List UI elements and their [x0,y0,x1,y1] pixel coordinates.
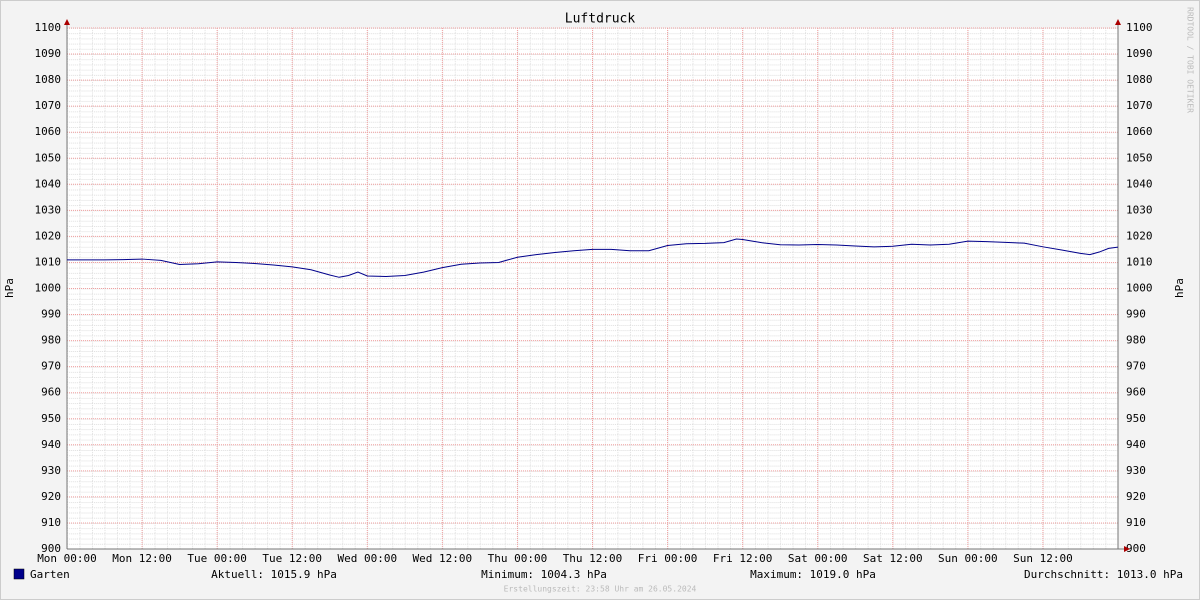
x-tick-label: Mon 00:00 [37,552,97,565]
y-tick-label: 1080 [35,73,62,86]
y2-tick-label: 1020 [1126,229,1153,242]
x-tick-label: Tue 12:00 [262,552,322,565]
y-tick-label: 1050 [35,151,62,164]
y2-tick-label: 1080 [1126,73,1153,86]
x-tick-label: Fri 12:00 [713,552,773,565]
y-tick-label: 960 [41,386,61,399]
y2-tick-label: 950 [1126,412,1146,425]
y2-tick-label: 920 [1126,490,1146,503]
y-axis-label: hPa [3,278,16,298]
watermark: RRDTOOL / TOBI OETIKER [1186,7,1195,113]
y-tick-label: 980 [41,334,61,347]
y-tick-label: 1020 [35,229,62,242]
y2-tick-label: 1040 [1126,177,1153,190]
legend-label: Garten [30,568,70,581]
x-tick-label: Tue 00:00 [187,552,247,565]
x-tick-label: Mon 12:00 [112,552,172,565]
stat: Aktuell: 1015.9 hPa [211,568,337,581]
data-line [67,238,1119,278]
stat: Maximum: 1019.0 hPa [750,568,876,581]
x-tick-label: Wed 12:00 [413,552,473,565]
y-tick-label: 930 [41,464,61,477]
y2-tick-label: 960 [1126,386,1146,399]
stat: Durchschnitt: 1013.0 hPa [1024,568,1183,581]
y2-tick-label: 1010 [1126,255,1153,268]
x-tick-label: Wed 00:00 [337,552,397,565]
y-tick-label: 1090 [35,47,62,60]
y2-tick-label: 1030 [1126,203,1153,216]
y-tick-label: 1040 [35,177,62,190]
y2-tick-label: 990 [1126,308,1146,321]
y2-tick-label: 1100 [1126,21,1153,34]
y2-tick-label: 910 [1126,516,1146,529]
y2-tick-label: 1000 [1126,282,1153,295]
y-tick-label: 1000 [35,282,62,295]
y-tick-label: 910 [41,516,61,529]
x-tick-label: Fri 00:00 [638,552,698,565]
y2-tick-label: 940 [1126,438,1146,451]
y-tick-label: 990 [41,308,61,321]
y-tick-label: 970 [41,360,61,373]
stat: Minimum: 1004.3 hPa [481,568,607,581]
y-tick-label: 1100 [35,21,62,34]
y2-tick-label: 1060 [1126,125,1153,138]
arrow [1124,546,1130,552]
x-tick-label: Sun 12:00 [1013,552,1073,565]
y2-tick-label: 1090 [1126,47,1153,60]
y-tick-label: 1060 [35,125,62,138]
y2-tick-label: 980 [1126,334,1146,347]
legend-swatch [13,568,25,580]
arrow [1115,19,1121,25]
x-tick-label: Sat 00:00 [788,552,848,565]
chart-title: Luftdruck [565,12,636,27]
y-tick-label: 1030 [35,203,62,216]
footer: Erstellungszeit: 23:58 Uhr am 26.05.2024 [504,585,697,594]
y2-tick-label: 900 [1126,542,1146,555]
x-tick-label: Sat 12:00 [863,552,923,565]
y-tick-label: 920 [41,490,61,503]
x-tick-label: Thu 12:00 [563,552,623,565]
arrow [64,19,70,25]
y-tick-label: 900 [41,542,61,555]
y-tick-label: 1070 [35,99,62,112]
y-tick-label: 950 [41,412,61,425]
y2-tick-label: 970 [1126,360,1146,373]
x-tick-label: Sun 00:00 [938,552,998,565]
y-tick-label: 1010 [35,255,62,268]
y2-tick-label: 1050 [1126,151,1153,164]
y-tick-label: 940 [41,438,61,451]
y2-axis-label: hPa [1173,278,1186,298]
y2-tick-label: 1070 [1126,99,1153,112]
x-tick-label: Thu 00:00 [488,552,548,565]
y2-tick-label: 930 [1126,464,1146,477]
